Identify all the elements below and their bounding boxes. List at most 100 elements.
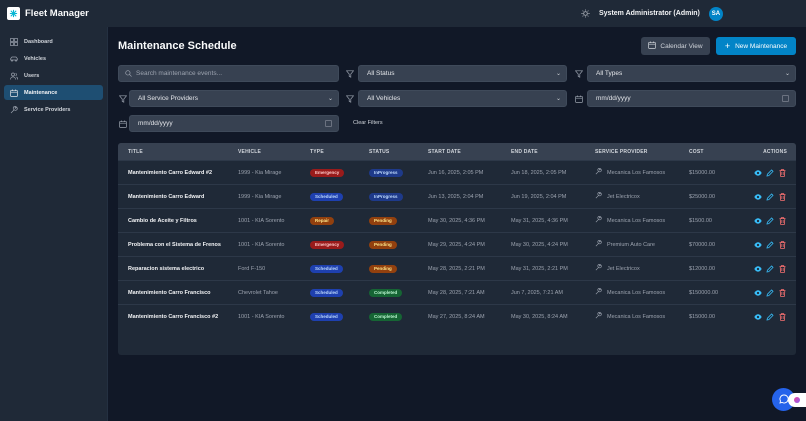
type-badge: Repair [310,216,335,225]
wrench-icon [595,215,602,225]
view-icon[interactable] [754,193,762,201]
view-icon[interactable] [754,313,762,321]
table-row[interactable]: Mantenimiento Carro Francisco Chevrolet … [118,280,796,304]
table-row[interactable]: Cambio de Aceite y Filtros 1001 - KIA So… [118,208,796,232]
cell-vehicle: 1999 - Kia Mirage [238,193,282,200]
service-provider-select[interactable]: All Service Providers ⌄ [129,90,339,107]
cell-cost: $25000.00 [689,193,715,200]
edit-icon[interactable] [766,168,774,177]
cell-cost: $70000.00 [689,241,715,248]
edit-icon[interactable] [766,264,774,273]
cell-type: Scheduled [310,192,369,201]
sidebar: Dashboard Vehicles Users Maintenance Ser… [0,27,108,421]
app-logo [7,7,20,20]
edit-icon[interactable] [766,216,774,225]
top-bar: Fleet Manager System Administrator (Admi… [0,0,806,27]
table-row[interactable]: Problema con el Sistema de Frenos 1001 -… [118,232,796,256]
type-select[interactable]: All Types ⌄ [587,65,796,82]
status-select[interactable]: All Status ⌄ [358,65,567,82]
delete-icon[interactable] [778,240,786,249]
cell-actions [744,216,796,225]
cell-type: Repair [310,216,369,225]
delete-icon[interactable] [778,168,786,177]
vehicle-select-value: All Vehicles [367,95,401,102]
cell-service-provider: Mecanica Los Famosos [595,215,689,225]
cell-vehicle: 1999 - Kia Mirage [238,169,282,176]
edit-icon[interactable] [766,312,774,321]
cell-title: Problema con el Sistema de Frenos [128,241,221,248]
sidebar-item-maintenance[interactable]: Maintenance [4,85,103,100]
view-icon[interactable] [754,169,762,177]
cell-end-date: Jun 7, 2025, 7:21 AM [511,289,563,296]
brand[interactable]: Fleet Manager [0,0,108,27]
view-icon[interactable] [754,241,762,249]
assistant-icon [794,397,800,403]
delete-icon[interactable] [778,264,786,273]
plus-icon: + [724,41,731,51]
edit-icon[interactable] [766,288,774,297]
sidebar-item-dashboard[interactable]: Dashboard [4,34,103,49]
table-row[interactable]: Mantenimiento Carro Francisco #2 1001 - … [118,304,796,328]
cell-title: Mantenimiento Carro Francisco #2 [128,313,219,320]
cell-actions [744,240,796,249]
date-picker-icon[interactable] [782,95,789,102]
user-name: System Administrator (Admin) [599,10,700,17]
cell-status: InProgress [369,168,428,177]
cell-type: Emergency [310,168,369,177]
cell-service-provider: Jet Electricox [595,191,689,201]
chevron-down-icon: ⌄ [555,71,561,77]
delete-icon[interactable] [778,312,786,321]
edit-icon[interactable] [766,192,774,201]
edit-icon[interactable] [766,240,774,249]
grid-icon [10,37,18,46]
assistant-widget[interactable] [788,393,806,407]
calendar-icon [118,119,127,128]
search-input[interactable]: Search maintenance events... [118,65,339,82]
status-badge: Pending [369,216,397,225]
sidebar-item-vehicles[interactable]: Vehicles [4,51,103,66]
date-to-input[interactable]: mm/dd/yyyy [587,90,796,107]
delete-icon[interactable] [778,288,786,297]
cell-service-provider: Jet Electricox [595,263,689,273]
cell-title: Mantenimiento Carro Francisco [128,289,211,296]
theme-toggle-icon[interactable] [580,9,590,19]
table-row[interactable]: Reparacion sistema electrico Ford F-150 … [118,256,796,280]
filter-icon [118,94,127,103]
type-badge: Scheduled [310,192,343,201]
table-row[interactable]: Mantenimiento Carro Edward 1999 - Kia Mi… [118,184,796,208]
chat-button[interactable] [772,388,795,411]
type-badge: Emergency [310,168,345,177]
status-badge: Completed [369,288,403,297]
date-picker-icon[interactable] [325,120,332,127]
sidebar-item-service-providers[interactable]: Service Providers [4,102,103,117]
vehicle-select[interactable]: All Vehicles ⌄ [358,90,567,107]
sidebar-item-users[interactable]: Users [4,68,103,83]
table-header: TITLE VEHICLE TYPE STATUS START DATE END… [118,143,796,160]
column-header-service-provider: SERVICE PROVIDER [595,148,648,155]
clear-filters-button[interactable]: Clear Filters [353,120,383,126]
cell-type: Scheduled [310,264,369,273]
status-select-value: All Status [367,70,395,77]
avatar[interactable]: SA [708,6,723,21]
view-icon[interactable] [754,265,762,273]
cell-actions [744,168,796,177]
date-from-input[interactable]: mm/dd/yyyy [129,115,339,132]
cell-status: Completed [369,288,428,297]
table-row[interactable]: Mantenimiento Carro Edward #2 1999 - Kia… [118,160,796,184]
cell-title: Reparacion sistema electrico [128,265,205,272]
wrench-icon [595,191,602,201]
new-maintenance-button[interactable]: + New Maintenance [716,37,796,55]
cell-type: Scheduled [310,288,369,297]
wrench-icon [10,105,18,114]
delete-icon[interactable] [778,192,786,201]
calendar-view-button[interactable]: Calendar View [641,37,710,55]
view-icon[interactable] [754,289,762,297]
delete-icon[interactable] [778,216,786,225]
view-icon[interactable] [754,217,762,225]
cell-cost: $150000.00 [689,289,719,296]
sidebar-item-label: Users [24,72,40,79]
cell-title: Mantenimiento Carro Edward #2 [128,169,213,176]
status-badge: Pending [369,264,397,273]
provider-name: Mecanica Los Famosos [607,169,666,176]
provider-name: Jet Electricox [607,193,640,200]
